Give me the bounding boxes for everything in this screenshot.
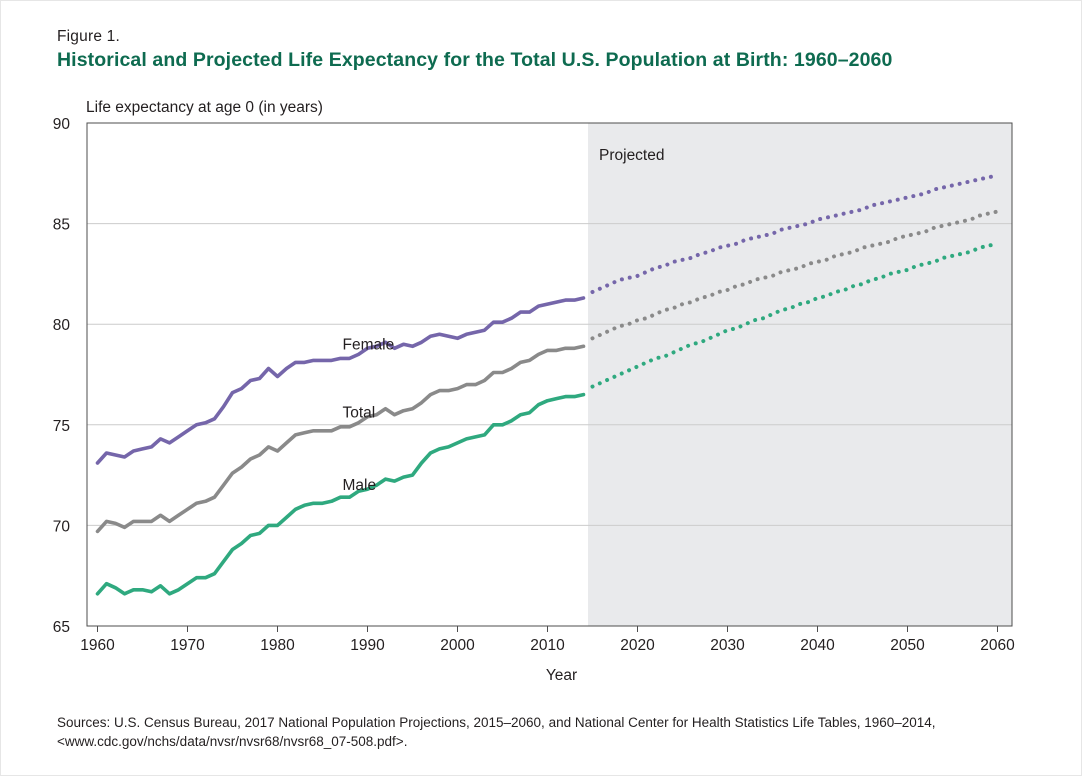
male-projected-line: [590, 241, 1000, 389]
male-historical-line: [95, 392, 586, 596]
female-historical-line: [95, 296, 586, 465]
x-tick-label: 2030: [710, 637, 745, 654]
y-tick-label: 70: [53, 518, 71, 535]
x-tick-label: 1970: [170, 637, 205, 654]
total-projected-line: [590, 209, 1000, 341]
y-tick-label: 75: [53, 418, 70, 435]
y-axis-label: Life expectancy at age 0 (in years): [86, 99, 323, 116]
chart-title: Historical and Projected Life Expectancy…: [57, 49, 893, 71]
x-tick-label: 1990: [350, 637, 385, 654]
male-series-label: Male: [343, 477, 377, 494]
y-tick-label: 80: [53, 317, 71, 334]
x-tick-label: 1980: [260, 637, 295, 654]
y-tick-label: 90: [53, 116, 71, 133]
series-labels: Female Total Male: [343, 336, 395, 494]
female-projected-line: [590, 173, 1000, 294]
x-tick-label: 2020: [620, 637, 655, 654]
x-tick-label: 2040: [800, 637, 835, 654]
series-lines: [95, 173, 1000, 596]
total-series-label: Total: [343, 405, 376, 422]
gridlines: [87, 223, 1012, 526]
total-historical-line: [95, 344, 586, 534]
female-series-label: Female: [343, 336, 395, 353]
x-axis-label: Year: [546, 667, 577, 684]
x-tick-label: 2010: [530, 637, 565, 654]
plot-frame: [86, 122, 1013, 627]
x-tick-label: 2000: [440, 637, 475, 654]
figure-label: Figure 1.: [57, 28, 120, 45]
source-note: Sources: U.S. Census Bureau, 2017 Nation…: [57, 715, 936, 749]
axis-ticks: 65 70 75 80 85 90 1960 1970 1980 1990 2000 2010 2020…: [53, 116, 1015, 654]
line-chart: 65 70 75 80 85 90 1960 1970 1980 1990 2000 2010 2020…: [53, 99, 1015, 684]
projected-region-shading: [588, 123, 1012, 626]
y-tick-label: 65: [53, 619, 70, 636]
y-tick-label: 85: [53, 217, 70, 234]
x-tick-label: 2050: [890, 637, 925, 654]
projected-label: Projected: [599, 147, 664, 164]
x-tick-label: 1960: [80, 637, 115, 654]
x-tick-label: 2060: [980, 637, 1015, 654]
